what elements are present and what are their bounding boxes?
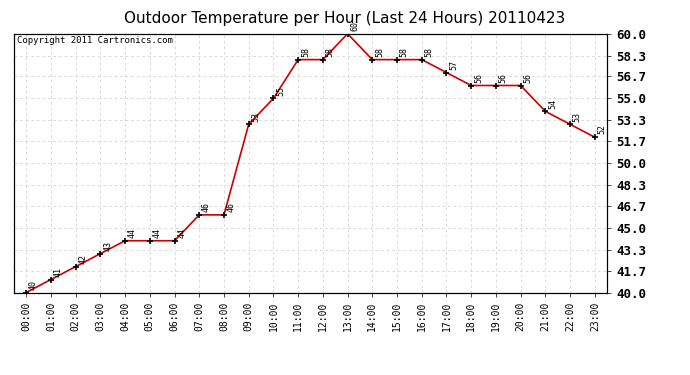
Text: 58: 58 [424,47,433,57]
Text: 58: 58 [375,47,384,57]
Text: 54: 54 [548,99,557,109]
Text: Outdoor Temperature per Hour (Last 24 Hours) 20110423: Outdoor Temperature per Hour (Last 24 Ho… [124,11,566,26]
Text: 52: 52 [598,124,607,135]
Text: 44: 44 [152,228,161,238]
Text: 55: 55 [276,86,285,96]
Text: 44: 44 [177,228,186,238]
Text: 58: 58 [301,47,310,57]
Text: 56: 56 [499,73,508,83]
Text: 60: 60 [351,21,359,31]
Text: 57: 57 [449,60,458,70]
Text: 43: 43 [103,241,112,251]
Text: 56: 56 [474,73,483,83]
Text: 58: 58 [400,47,408,57]
Text: 56: 56 [524,73,533,83]
Text: Copyright 2011 Cartronics.com: Copyright 2011 Cartronics.com [17,36,172,45]
Text: 41: 41 [54,267,63,277]
Text: 42: 42 [79,254,88,264]
Text: 58: 58 [326,47,335,57]
Text: 44: 44 [128,228,137,238]
Text: 40: 40 [29,280,38,290]
Text: 46: 46 [202,202,211,212]
Text: 46: 46 [227,202,236,212]
Text: 53: 53 [251,111,260,122]
Text: 53: 53 [573,111,582,122]
